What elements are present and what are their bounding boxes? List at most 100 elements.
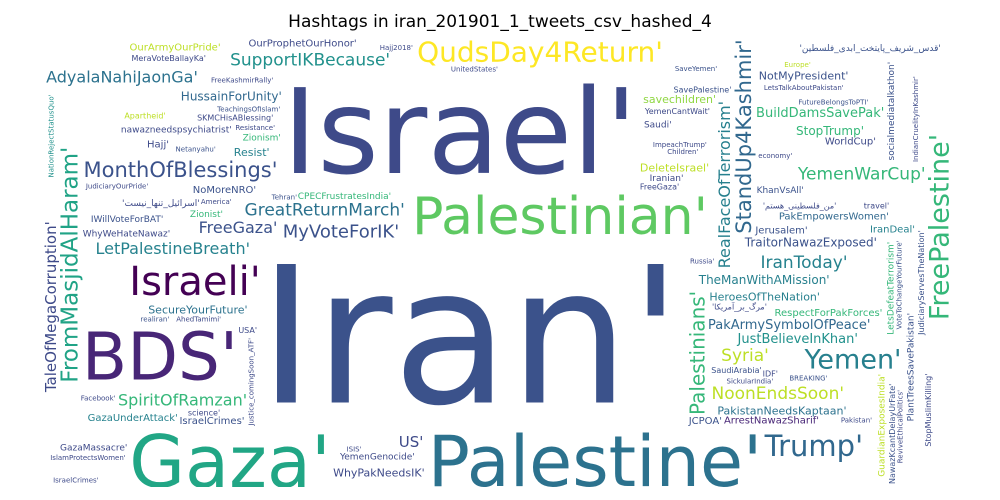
word-26: RealFaceOfTerrorism' bbox=[715, 101, 734, 268]
word-4: BDS' bbox=[82, 319, 238, 396]
word-111: ImpeachTrump' bbox=[653, 141, 707, 149]
word-95: TeachingsOfIslam' bbox=[216, 106, 280, 114]
word-0: Israel' bbox=[283, 63, 638, 201]
word-52: OurArmyOurPride' bbox=[130, 43, 221, 54]
word-65: Saudi' bbox=[644, 120, 672, 130]
word-58: WhyWeHateNawaz' bbox=[83, 230, 171, 240]
word-108: Hajj2018' bbox=[380, 44, 413, 52]
word-97: Netanyahu' bbox=[176, 146, 216, 154]
word-105: Facebook' bbox=[81, 395, 116, 403]
word-104: Europe' bbox=[784, 61, 811, 69]
word-8: FreePalestine' bbox=[925, 134, 956, 320]
word-63: CPECFrustratesIndia' bbox=[298, 192, 391, 202]
word-40: PakistanNeedsKaptaan' bbox=[717, 404, 846, 417]
word-116: IndianCruelityInKashmir' bbox=[912, 76, 920, 162]
word-61: YemenGenocide' bbox=[339, 453, 415, 463]
word-69: socialmediatalkathon' bbox=[887, 62, 897, 161]
word-51: OurProphetOurHonor' bbox=[248, 38, 356, 49]
word-37: SecureYourFuture' bbox=[148, 304, 247, 317]
word-29: PakArmySymbolOfPeace' bbox=[708, 318, 870, 333]
word-36: WhyPakNeedsIK' bbox=[333, 466, 425, 479]
word-120: IslamProtectsWomen' bbox=[50, 454, 126, 462]
word-27: TaleOfMegaCorruption' bbox=[42, 221, 60, 393]
word-48: IsraelCrimes' bbox=[179, 416, 244, 427]
word-101: Russia' bbox=[690, 257, 715, 265]
word-23: SpiritOfRamzan' bbox=[118, 390, 247, 409]
word-107: Resistance' bbox=[235, 124, 275, 132]
word-62: IWillVoteForBAT' bbox=[91, 215, 164, 225]
word-100: ISIS' bbox=[347, 446, 362, 454]
word-6: Israeli' bbox=[129, 259, 260, 305]
word-53: JCPOA' bbox=[688, 416, 722, 427]
word-90: 'من_فلسطینی_هستم' bbox=[763, 201, 837, 210]
chart-title: Hashtags in iran_201901_1_tweets_csv_has… bbox=[288, 12, 712, 32]
word-85: SKMCHisABlessing' bbox=[197, 113, 273, 122]
word-76: YemenCantWait' bbox=[644, 107, 710, 116]
word-66: Iranian' bbox=[650, 174, 684, 184]
word-5: Palestinian' bbox=[412, 187, 708, 247]
word-59: Zionist' bbox=[190, 210, 223, 220]
word-98: Tehran' bbox=[271, 193, 297, 201]
word-17: SupportIKBecause' bbox=[230, 51, 390, 71]
word-110: BREAKING' bbox=[789, 374, 827, 382]
word-77: FreeGaza' bbox=[640, 183, 679, 192]
word-41: HeroesOfTheNation' bbox=[709, 291, 820, 304]
word-57: GazaMassacre' bbox=[60, 444, 127, 454]
word-22: AdyalaNahiJaonGa' bbox=[46, 68, 198, 87]
word-56: WorldCup' bbox=[825, 136, 876, 147]
word-20: IranToday' bbox=[760, 253, 847, 273]
word-106: AhedTamimi' bbox=[176, 316, 221, 324]
word-7: QudsDay4Return' bbox=[417, 37, 663, 69]
word-15: MyVoteForIK' bbox=[283, 222, 399, 243]
word-44: ArrestNawazSharif' bbox=[724, 416, 819, 427]
word-21: YemenWarCup' bbox=[797, 164, 926, 184]
word-12: MonthOfBlessings' bbox=[84, 158, 278, 182]
word-78: SavePalestine' bbox=[674, 85, 732, 94]
word-10: Yemen' bbox=[804, 345, 902, 376]
word-55: Jerusalem' bbox=[754, 226, 807, 237]
word-14: Palestinians' bbox=[685, 291, 709, 415]
word-54: PakEmpowersWomen' bbox=[779, 211, 889, 222]
word-34: StopTrump' bbox=[796, 124, 864, 138]
word-18: NoonEndsSoon' bbox=[712, 384, 845, 404]
word-96: JudiciaryOurPride' bbox=[85, 183, 148, 191]
word-86: MeraVoteBallayKa' bbox=[131, 54, 206, 63]
word-87: NawazKcantDelayUrFate' bbox=[888, 384, 897, 484]
word-114: SickularIndia' bbox=[727, 377, 774, 385]
word-119: Justice_comingSoon_ATF' bbox=[247, 338, 255, 427]
word-117: NationRejectStatusQuo' bbox=[47, 94, 55, 177]
word-25: FreeGaza' bbox=[199, 218, 278, 237]
word-109: IsraelCrimes' bbox=[53, 477, 99, 485]
word-49: GazaUnderAttack' bbox=[88, 413, 178, 424]
word-19: Syria' bbox=[721, 346, 769, 366]
word-28: US' bbox=[399, 433, 424, 451]
word-94: America' bbox=[201, 198, 232, 206]
word-80: JudiciaryServesTheNation' bbox=[917, 230, 926, 336]
word-72: 'اسرائیل_تنها_نیست' bbox=[122, 199, 200, 209]
word-31: JustBelieveInKhan' bbox=[737, 332, 858, 347]
word-38: Resist' bbox=[234, 146, 270, 159]
word-24: LetPalestineBreath' bbox=[96, 239, 250, 258]
word-67: PlantTreesSavePakistan' bbox=[907, 313, 917, 421]
word-118: ReviveEthicalPolitics' bbox=[897, 390, 905, 463]
word-64: KhanVsAll' bbox=[757, 186, 804, 196]
word-32: TheManWithAMission' bbox=[698, 273, 830, 287]
word-cloud-canvas: Israel' Iran'Palestine' Gaza' BDS' Palestini… bbox=[42, 37, 956, 487]
word-74: 'قدس_شریف_پایتخت_ابدی_فلسطین' bbox=[799, 44, 940, 54]
word-81: travel' bbox=[864, 202, 889, 211]
word-39: savechildren' bbox=[643, 93, 716, 106]
word-33: TraitorNawazExposed' bbox=[744, 236, 877, 250]
word-115: VoteToChangeYourFuture' bbox=[896, 240, 904, 329]
word-88: StopMuslimKilling' bbox=[924, 374, 933, 447]
word-68: LetsDefeatTerrorism' bbox=[887, 242, 897, 335]
word-45: RespectForPakForces' bbox=[775, 308, 883, 319]
word-42: DeleteIsrael' bbox=[640, 162, 709, 175]
word-93: realiran' bbox=[141, 315, 170, 323]
word-3: Gaza' bbox=[129, 420, 331, 487]
word-16: GreatReturnMarch' bbox=[245, 200, 405, 220]
word-47: Hajj' bbox=[147, 140, 169, 151]
word-1: Iran' bbox=[258, 227, 681, 448]
word-102: Children' bbox=[667, 148, 698, 156]
word-112: LetsTalkAboutPakistan' bbox=[764, 84, 844, 92]
word-84: USA' bbox=[238, 326, 257, 335]
